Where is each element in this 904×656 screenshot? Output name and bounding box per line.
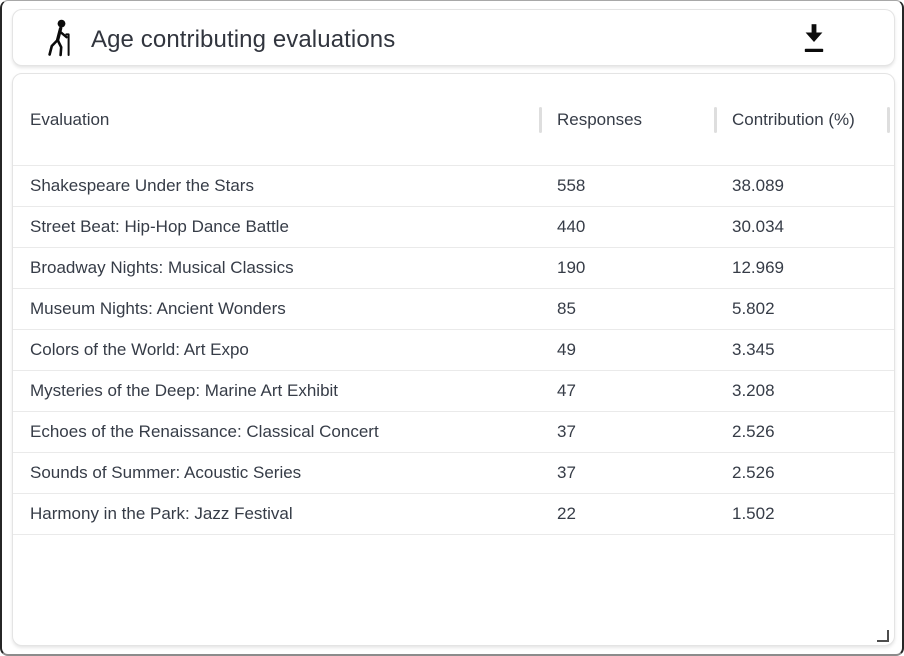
download-button[interactable] — [796, 22, 832, 58]
contribution-cell: 38.089 — [732, 176, 784, 195]
evaluation-cell: Shakespeare Under the Stars — [30, 176, 254, 195]
table-card: Evaluation Responses Contribution (%) Sh… — [12, 73, 895, 646]
download-icon — [804, 23, 824, 57]
column-header-evaluation[interactable]: Evaluation — [30, 74, 557, 165]
table-row: Broadway Nights: Musical Classics 190 12… — [13, 248, 894, 289]
contribution-cell: 12.969 — [732, 258, 784, 277]
evaluation-cell: Street Beat: Hip-Hop Dance Battle — [30, 217, 289, 236]
column-header-label: Evaluation — [30, 109, 110, 129]
responses-cell: 47 — [557, 381, 576, 400]
elderly-person-icon — [45, 18, 75, 58]
table-row: Shakespeare Under the Stars 558 38.089 — [13, 166, 894, 207]
contribution-cell: 30.034 — [732, 217, 784, 236]
widget-header: Age contributing evaluations — [12, 9, 895, 66]
responses-cell: 190 — [557, 258, 586, 277]
contribution-cell: 2.526 — [732, 422, 775, 441]
table-row: Mysteries of the Deep: Marine Art Exhibi… — [13, 371, 894, 412]
contribution-cell: 2.526 — [732, 463, 775, 482]
column-header-responses[interactable]: Responses — [539, 74, 732, 165]
widget-title: Age contributing evaluations — [91, 25, 396, 53]
evaluation-cell: Harmony in the Park: Jazz Festival — [30, 504, 293, 523]
responses-cell: 37 — [557, 422, 576, 441]
evaluation-cell: Echoes of the Renaissance: Classical Con… — [30, 422, 379, 441]
contribution-cell: 5.802 — [732, 299, 775, 318]
responses-cell: 22 — [557, 504, 576, 523]
contribution-cell: 3.208 — [732, 381, 775, 400]
column-header-label: Contribution (%) — [732, 109, 855, 129]
resize-handle[interactable] — [877, 630, 889, 642]
column-resize-handle[interactable] — [887, 106, 890, 133]
table-header-row: Evaluation Responses Contribution (%) — [13, 74, 894, 166]
column-resize-handle[interactable] — [714, 106, 717, 133]
table-row: Museum Nights: Ancient Wonders 85 5.802 — [13, 289, 894, 330]
responses-cell: 85 — [557, 299, 576, 318]
table-row: Colors of the World: Art Expo 49 3.345 — [13, 330, 894, 371]
responses-cell: 37 — [557, 463, 576, 482]
contribution-cell: 1.502 — [732, 504, 775, 523]
column-resize-handle[interactable] — [539, 106, 542, 133]
contribution-cell: 3.345 — [732, 340, 775, 359]
table-row: Sounds of Summer: Acoustic Series 37 2.5… — [13, 453, 894, 494]
evaluation-cell: Colors of the World: Art Expo — [30, 340, 249, 359]
table-row: Echoes of the Renaissance: Classical Con… — [13, 412, 894, 453]
table-row: Street Beat: Hip-Hop Dance Battle 440 30… — [13, 207, 894, 248]
evaluation-cell: Museum Nights: Ancient Wonders — [30, 299, 286, 318]
evaluation-cell: Broadway Nights: Musical Classics — [30, 258, 294, 277]
column-header-contribution[interactable]: Contribution (%) — [714, 74, 894, 165]
responses-cell: 558 — [557, 176, 586, 195]
responses-cell: 440 — [557, 217, 586, 236]
column-header-label: Responses — [557, 109, 643, 129]
evaluation-cell: Mysteries of the Deep: Marine Art Exhibi… — [30, 381, 339, 400]
table-row: Harmony in the Park: Jazz Festival 22 1.… — [13, 494, 894, 535]
responses-cell: 49 — [557, 340, 576, 359]
evaluation-cell: Sounds of Summer: Acoustic Series — [30, 463, 302, 482]
